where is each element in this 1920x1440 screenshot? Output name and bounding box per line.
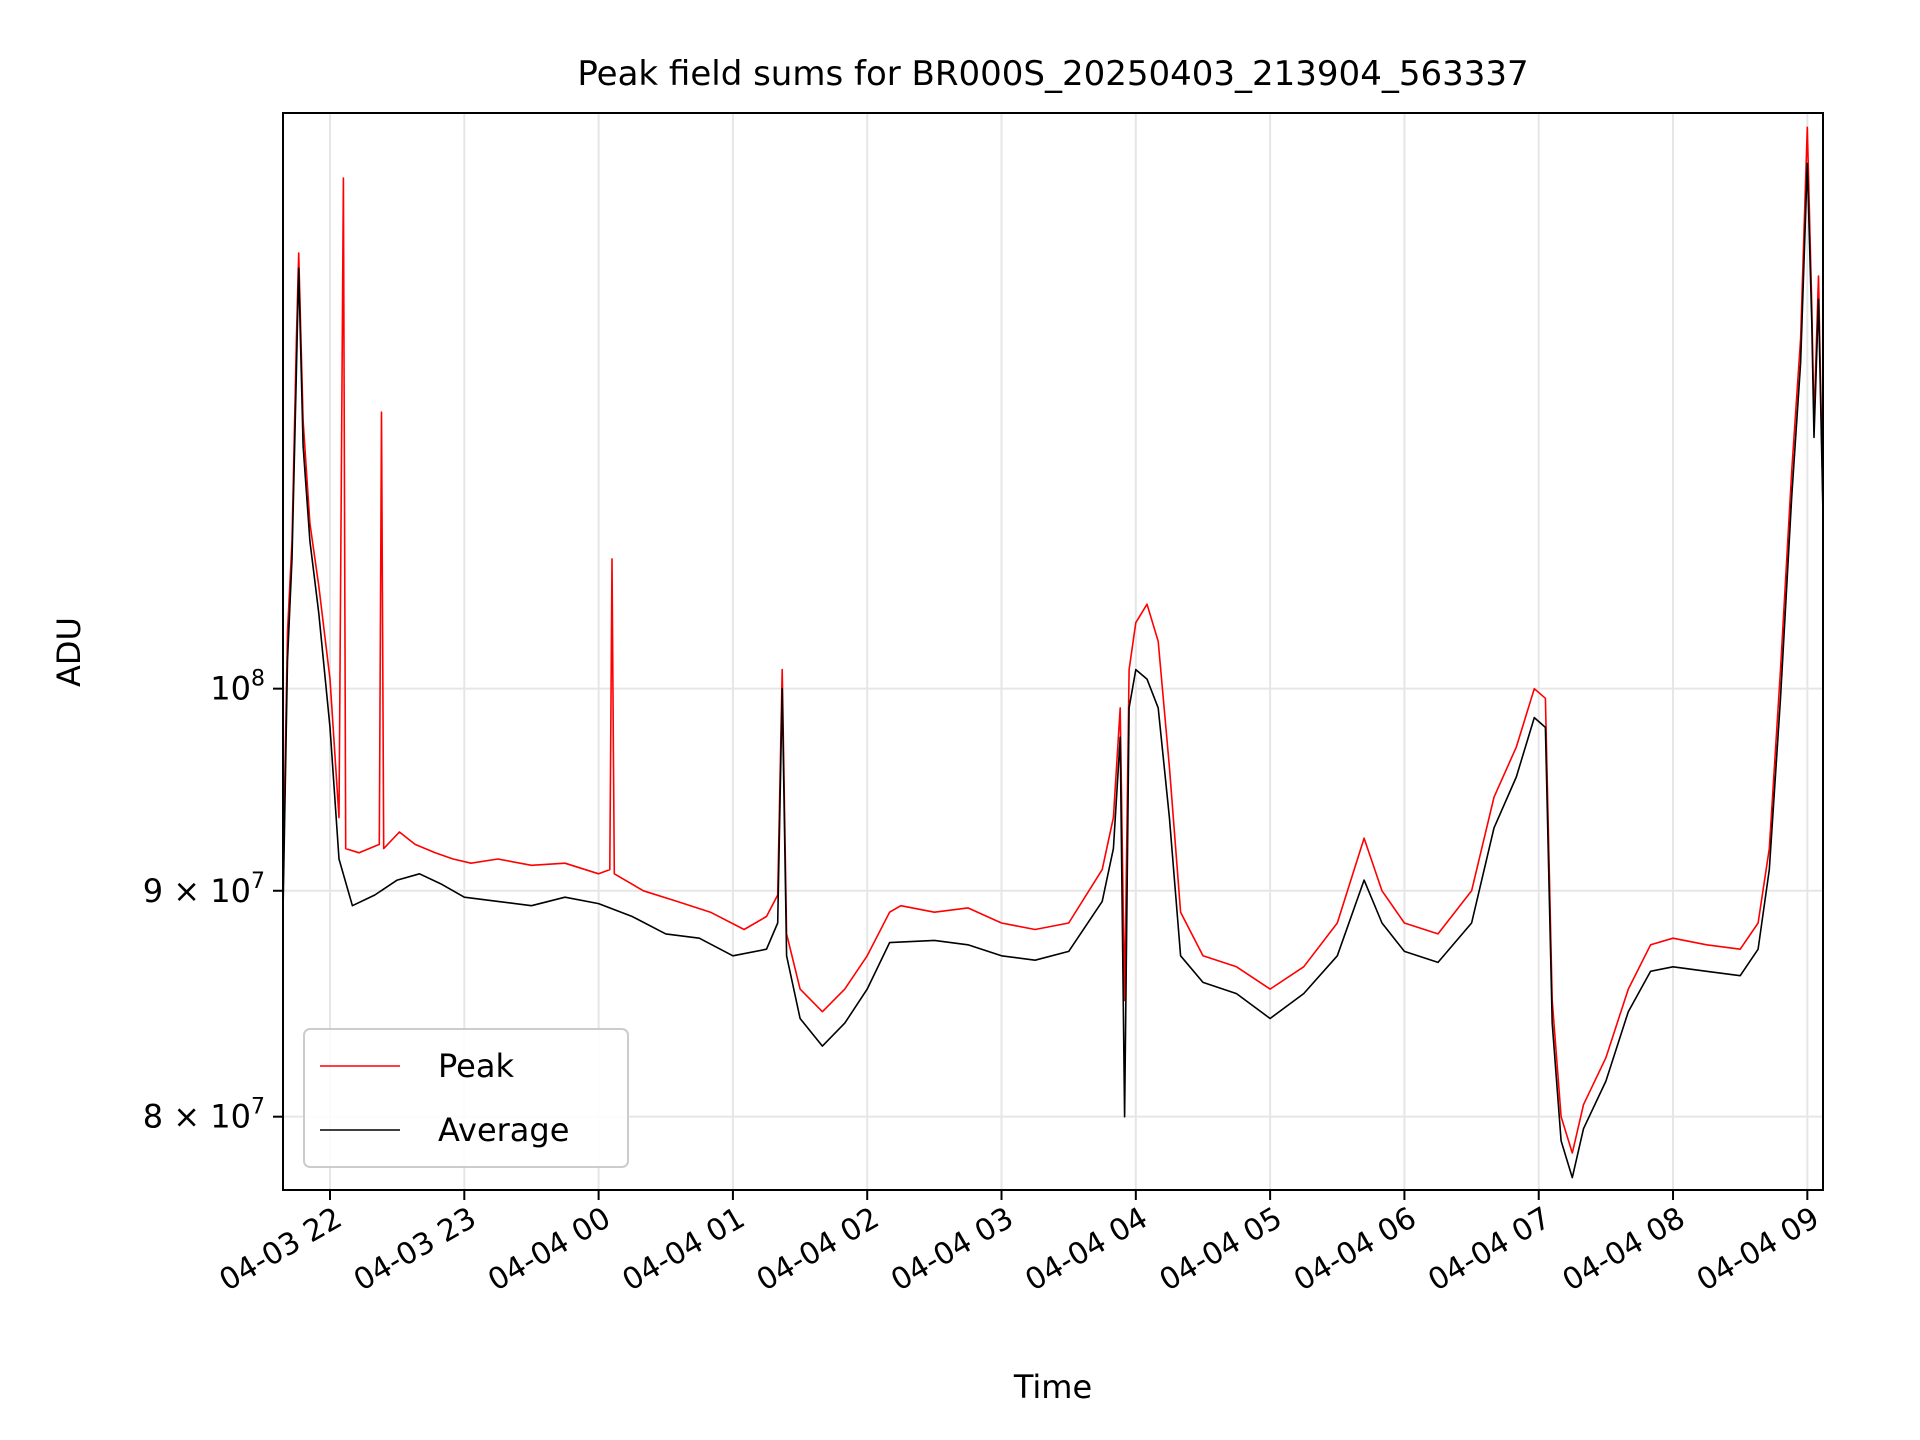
plot-frame	[282, 112, 1824, 1191]
y-tick-label-base: 10	[210, 670, 251, 708]
legend: Peak Average	[303, 1028, 629, 1168]
y-tick-label-exponent: 7	[251, 1095, 265, 1120]
y-tick-label: 9 × 107	[143, 869, 265, 910]
grid	[283, 113, 1823, 1190]
y-tick-label: 108	[210, 667, 265, 708]
legend-box	[303, 1028, 629, 1168]
legend-label-average: Average	[438, 1111, 569, 1149]
y-tick-label: 8 × 107	[143, 1095, 265, 1136]
y-tick-label-base: 8 × 10	[143, 1098, 251, 1136]
y-tick-label-exponent: 8	[251, 667, 265, 692]
y-tick-label-base: 9 × 10	[143, 872, 251, 910]
series-layer	[282, 126, 1824, 1179]
legend-label-peak: Peak	[438, 1047, 514, 1085]
x-axis-label: Time	[1013, 1368, 1092, 1406]
y-axis-label: ADU	[50, 617, 88, 687]
chart-title: Peak field sums for BR000S_20250403_2139…	[577, 54, 1528, 94]
y-tick-label-exponent: 7	[251, 869, 265, 894]
series-line-peak	[282, 126, 1824, 1154]
series-line-average	[282, 162, 1824, 1179]
